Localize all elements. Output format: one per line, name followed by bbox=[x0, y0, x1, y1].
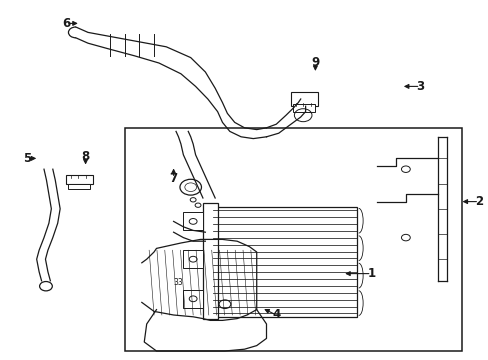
Text: 2: 2 bbox=[474, 195, 482, 208]
Bar bbox=[203, 203, 217, 319]
Bar bbox=[212, 207, 356, 317]
Text: 3: 3 bbox=[416, 80, 424, 93]
Text: 4: 4 bbox=[272, 309, 280, 321]
Text: 7: 7 bbox=[169, 172, 177, 185]
Bar bbox=[68, 184, 90, 189]
Text: 1: 1 bbox=[367, 267, 375, 280]
Bar bbox=[293, 104, 315, 112]
Bar bbox=[183, 290, 203, 308]
Text: 8: 8 bbox=[81, 150, 89, 163]
Bar bbox=[183, 250, 203, 268]
Text: 5: 5 bbox=[23, 152, 31, 165]
Text: 9: 9 bbox=[311, 57, 319, 69]
Bar bbox=[66, 175, 93, 184]
Bar bbox=[124, 128, 461, 351]
Text: 33: 33 bbox=[173, 278, 183, 287]
Text: 6: 6 bbox=[62, 17, 70, 30]
Bar bbox=[183, 212, 203, 230]
Bar bbox=[290, 92, 317, 106]
